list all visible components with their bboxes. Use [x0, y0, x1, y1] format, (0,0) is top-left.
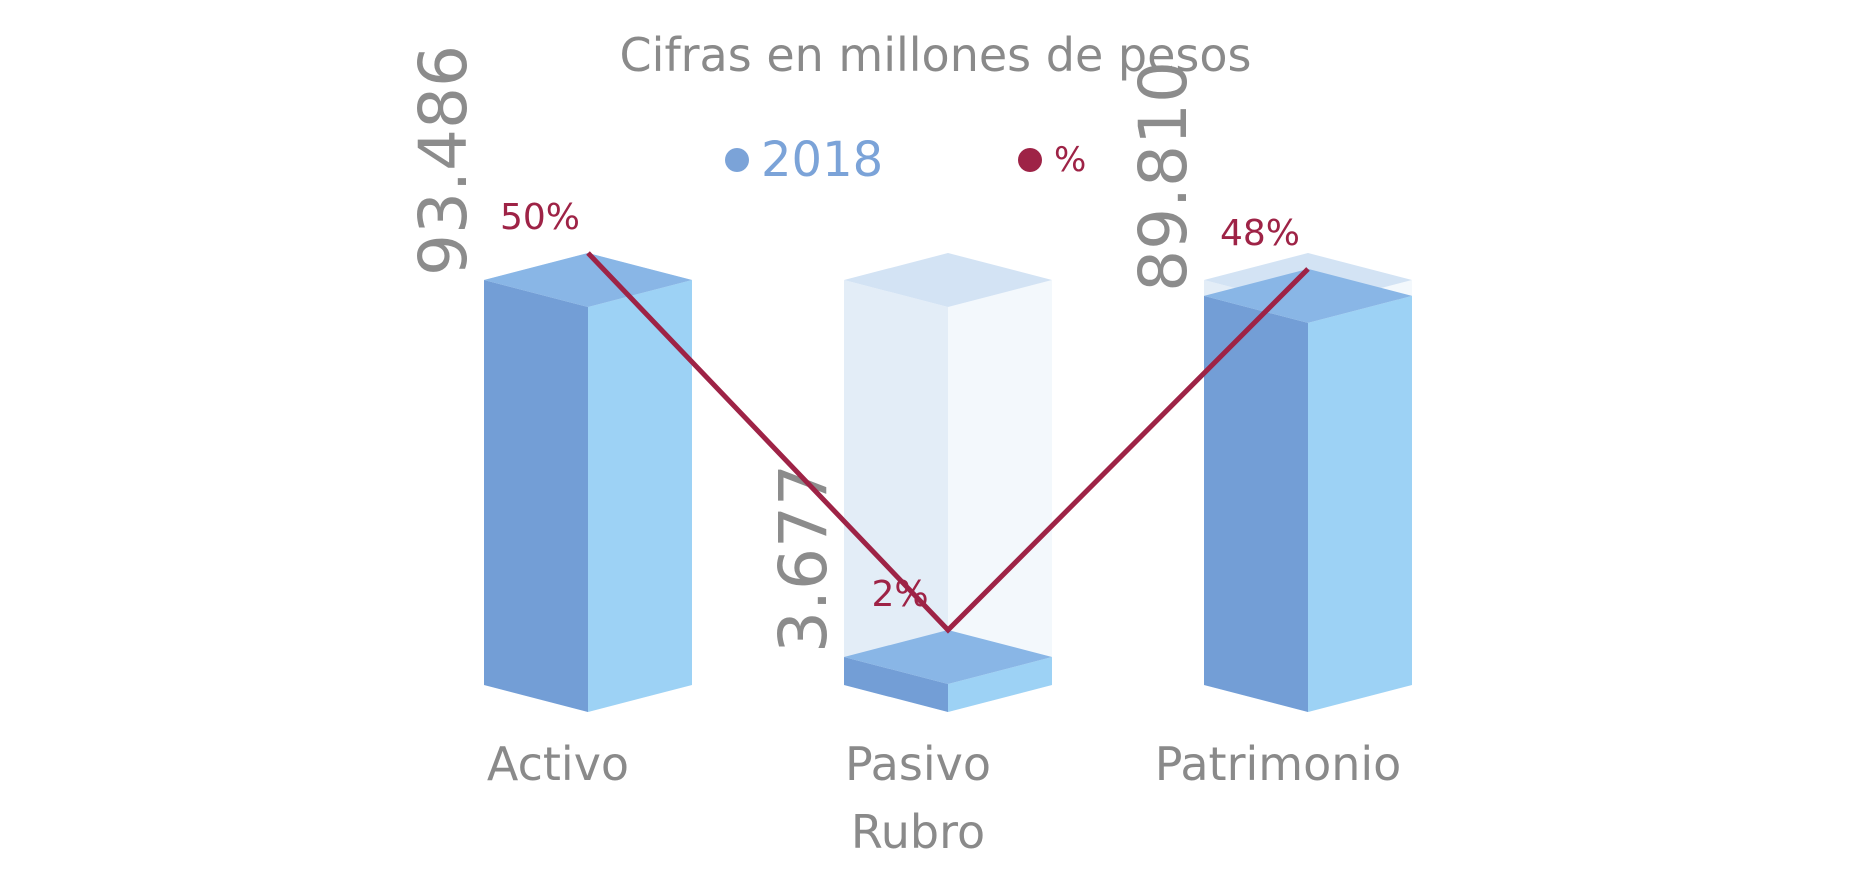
bar-left-face: [484, 280, 588, 712]
percent-data-label: 2%: [871, 574, 928, 615]
percent-series-line: [586, 251, 1310, 634]
bar-ghost-top-face: [844, 253, 1052, 307]
bar-top-face: [1204, 268, 1412, 323]
bar-left-face: [1204, 295, 1308, 712]
x-axis-label: Rubro: [851, 805, 985, 859]
legend-marker-icon: [725, 148, 749, 172]
bar-value-label: 3.677: [765, 464, 842, 653]
bar-top-face: [844, 630, 1052, 684]
legend-label-percent: %: [1054, 140, 1087, 180]
x-tick-label: Pasivo: [845, 737, 991, 791]
bar-right-face: [588, 280, 692, 712]
legend-item-percent: %: [1018, 130, 1086, 190]
x-tick-label: Activo: [487, 737, 629, 791]
bar-right-face: [948, 657, 1052, 712]
legend-label-2018: 2018: [761, 132, 884, 188]
chart-title: Cifras en millones de pesos: [619, 28, 1252, 82]
bar-left-face: [844, 657, 948, 712]
x-tick-label: Patrimonio: [1155, 737, 1402, 791]
bar-top-face: [484, 253, 692, 308]
legend-item-2018: 2018: [725, 130, 883, 190]
legend-marker-icon: [1018, 148, 1042, 172]
bar-value-label: 93.486: [405, 45, 482, 276]
bar-value-label: 89.810: [1125, 61, 1202, 292]
bar-right-face: [1308, 295, 1412, 712]
percent-data-label: 48%: [1220, 213, 1300, 254]
percent-data-label: 50%: [500, 197, 580, 238]
